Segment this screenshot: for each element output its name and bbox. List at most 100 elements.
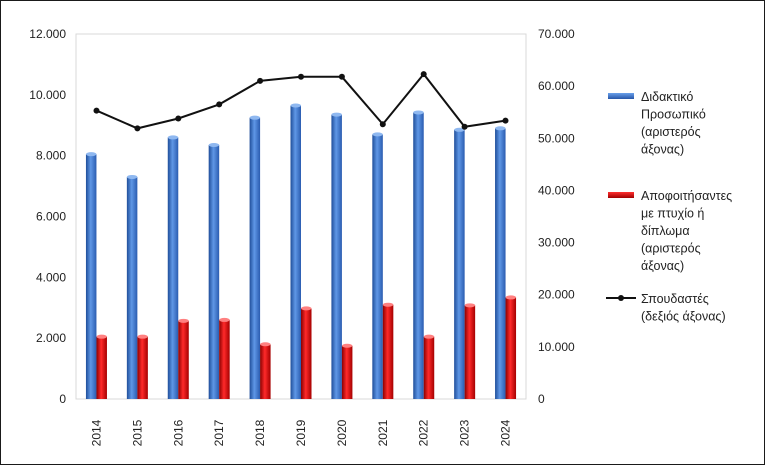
students-point xyxy=(338,73,345,80)
students-point xyxy=(461,123,468,130)
right-axis: 0 10.000 20.000 30.000 40.000 50.000 60.000 70.… xyxy=(538,27,575,406)
bar-graduates xyxy=(341,345,353,399)
bar-graduates-top xyxy=(505,295,517,300)
students-point xyxy=(134,125,141,132)
x-tick-label: 2021 xyxy=(376,419,390,446)
bar-graduates xyxy=(382,304,394,399)
legend-label: Αποφοιτήσαντες xyxy=(641,189,732,203)
right-tick-label: 60.000 xyxy=(538,79,575,93)
students-point xyxy=(298,73,304,80)
left-tick-label: 6.000 xyxy=(36,210,66,224)
bar-graduates-top xyxy=(382,302,394,307)
students-point xyxy=(257,77,264,84)
bar-graduates-top xyxy=(178,318,189,323)
bar-staff-top xyxy=(413,110,424,115)
legend-label: (αριστερός xyxy=(641,125,701,139)
bar-graduates-top xyxy=(464,303,476,308)
bar-graduates-top xyxy=(301,306,312,311)
students-point xyxy=(502,117,509,124)
bar-graduates xyxy=(301,308,312,399)
left-tick-label: 0 xyxy=(59,392,66,406)
bar-graduates xyxy=(178,320,189,399)
right-tick-label: 0 xyxy=(538,392,545,406)
legend-label: (αριστερός xyxy=(641,242,701,256)
line-series xyxy=(93,71,509,132)
bar-graduates-top xyxy=(341,343,353,348)
legend-label: με πτυχίο ή xyxy=(641,207,704,221)
bar-staff-top xyxy=(290,103,301,108)
bar-staff xyxy=(126,176,138,399)
legend-label: Διδακτικό xyxy=(641,90,693,104)
bar-graduates xyxy=(505,297,517,399)
bar-graduates-top xyxy=(260,342,271,347)
bar-graduates xyxy=(423,336,435,399)
bar-graduates-top xyxy=(96,334,107,339)
bar-staff-top xyxy=(167,135,179,140)
left-tick-label: 2.000 xyxy=(36,331,66,345)
left-tick-label: 8.000 xyxy=(36,149,66,163)
bar-graduates-top xyxy=(137,334,148,339)
legend-label: άξονας) xyxy=(641,259,684,273)
bar-staff-top xyxy=(372,132,383,137)
legend-swatch-students-marker xyxy=(618,295,624,301)
bar-staff-top xyxy=(331,112,342,117)
x-tick-label: 2024 xyxy=(499,419,513,446)
bar-staff-top xyxy=(85,152,97,157)
bar-staff xyxy=(208,145,220,399)
right-tick-label: 10.000 xyxy=(538,340,575,354)
x-tick-label: 2014 xyxy=(89,419,103,446)
x-tick-label: 2017 xyxy=(212,419,226,446)
x-axis: 2014 2015 2016 2017 2018 2019 2020 2021 2022 2023… xyxy=(89,419,512,446)
students-point xyxy=(93,107,100,114)
bar-staff xyxy=(331,114,342,399)
right-tick-label: 70.000 xyxy=(538,27,575,41)
x-tick-label: 2015 xyxy=(130,419,144,446)
legend-swatch-graduates xyxy=(608,192,634,198)
right-tick-label: 40.000 xyxy=(538,183,575,197)
legend-label: άξονας) xyxy=(641,143,684,157)
legend-swatch-staff xyxy=(608,93,634,99)
bar-staff xyxy=(85,154,97,399)
legend: Διδακτικό Προσωπικό (αριστερός άξονας) Αποφο… xyxy=(606,90,732,324)
x-tick-label: 2018 xyxy=(253,419,267,446)
legend-label: (δεξιός άξονας) xyxy=(641,310,726,324)
right-tick-label: 30.000 xyxy=(538,236,575,250)
students-point xyxy=(175,115,182,122)
x-tick-label: 2019 xyxy=(294,419,308,446)
bar-graduates xyxy=(219,319,230,399)
bar-staff xyxy=(249,117,261,400)
x-tick-label: 2023 xyxy=(458,419,472,446)
legend-label: Σπουδαστές xyxy=(641,292,709,306)
x-tick-label: 2022 xyxy=(417,419,431,446)
students-point xyxy=(379,121,386,128)
bar-graduates xyxy=(260,344,271,399)
bar-staff-top xyxy=(126,174,138,179)
legend-label: δίπλωμα xyxy=(641,224,690,238)
bar-graduates-top xyxy=(423,334,435,339)
legend-label: Προσωπικό xyxy=(641,108,706,122)
x-tick-label: 2016 xyxy=(171,419,185,446)
bar-staff-top xyxy=(249,115,261,120)
right-tick-label: 50.000 xyxy=(538,131,575,145)
bar-graduates-top xyxy=(219,317,230,322)
right-tick-label: 20.000 xyxy=(538,288,575,302)
bar-staff-top xyxy=(495,126,506,131)
bars xyxy=(85,103,517,400)
bar-staff xyxy=(454,129,465,399)
bar-staff-top xyxy=(208,143,220,148)
bar-graduates xyxy=(96,336,107,399)
left-tick-label: 12.000 xyxy=(29,27,66,41)
bar-staff xyxy=(290,105,301,399)
bar-staff xyxy=(495,128,506,400)
left-axis: 0 2.000 4.000 6.000 8.000 10.000 12.000 xyxy=(29,27,66,406)
bar-staff xyxy=(167,137,179,400)
students-point xyxy=(420,71,427,78)
students-point xyxy=(216,101,223,108)
left-tick-label: 4.000 xyxy=(36,270,66,284)
left-tick-label: 10.000 xyxy=(29,88,66,102)
bar-graduates xyxy=(464,305,476,399)
bar-staff-top xyxy=(454,127,465,132)
bar-staff xyxy=(372,134,383,400)
bar-staff xyxy=(413,112,424,399)
